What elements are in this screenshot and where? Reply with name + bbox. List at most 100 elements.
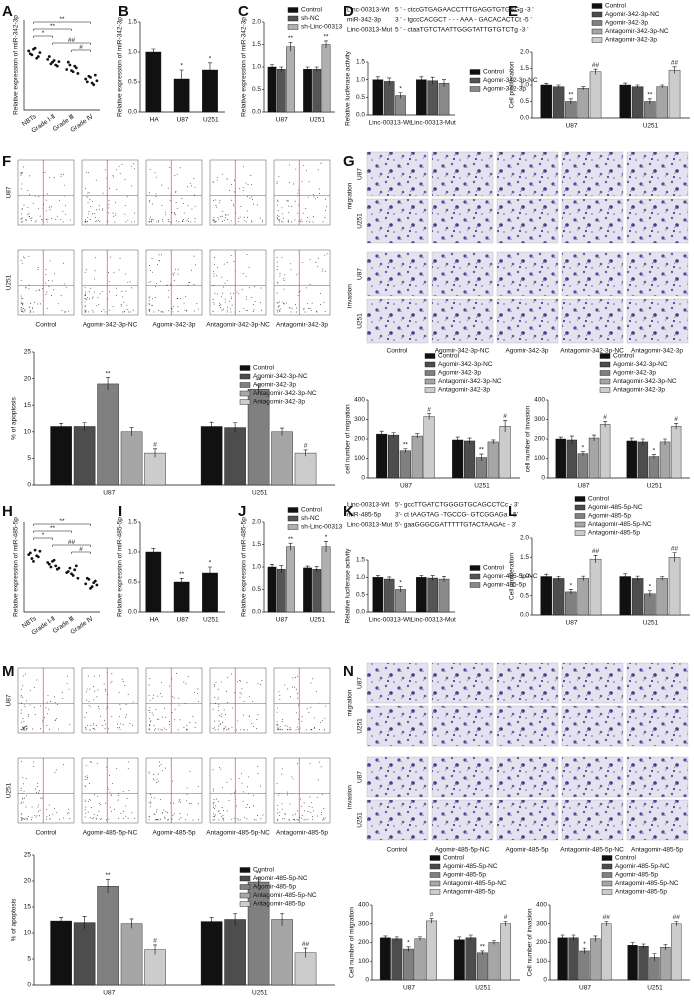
cell-dot [148,309,150,311]
cell-dot [309,221,311,223]
error-bar [467,437,472,444]
cell-dot [33,301,35,303]
cell-dot [117,727,119,729]
y-tick-label: 400 [354,397,365,404]
cell-dot [277,819,279,821]
error-bar [568,98,573,105]
cell-dot [47,695,49,697]
cell-dot [301,720,303,722]
data-point [38,51,42,55]
cell-dot [313,727,315,729]
cell-dot [40,728,42,730]
cell-dot [278,691,280,693]
cell-dot [25,817,27,819]
significance-label: ** [106,370,112,377]
y-tick-label: 300 [354,416,365,423]
bar [416,79,427,116]
error-bar [652,953,657,962]
panel-letter: G [343,153,355,170]
bar [286,546,295,613]
cell-dot [297,675,299,677]
y-tick-label: 300 [536,920,547,927]
cell-dot [283,303,285,305]
y-tick-label: 2.0 [520,535,529,542]
cell-dot [96,795,98,797]
cell-dot [213,799,215,801]
bracket [52,42,91,45]
cell-dot [20,188,22,190]
cell-dot [21,183,23,185]
cell-dot [161,219,163,221]
cell-dot [277,728,279,730]
cell-dot [186,814,188,816]
error-bar [660,576,665,581]
error-bar [324,541,329,553]
cell-dot [101,209,103,211]
x-tick-label: U87 [403,985,415,992]
significance-label: # [674,416,678,423]
quadrant-line [210,758,266,823]
flow-plot [145,159,203,226]
sequence-name: Linc-00313-Wt [347,502,389,509]
cell-dot [230,296,232,298]
bar [97,886,119,986]
cell-dot [222,210,224,212]
cell-dot [221,215,223,217]
panel-letter: M [2,663,15,680]
legend-label: Control [588,496,610,503]
panel-letter: K [343,503,354,520]
cell-dot [186,793,188,795]
cell-dot [39,809,41,811]
cell-dot [173,813,175,815]
cell-dot [281,256,283,258]
cell-dot [253,304,255,305]
cell-dot [167,219,169,221]
cell-dot [244,220,246,222]
cell-dot [276,182,278,184]
cell-dot [149,311,151,313]
cell-dot [279,273,281,274]
cell-dot [58,728,60,730]
cell-dot [279,275,281,277]
cell-dot [218,725,219,727]
significance-label: # [503,413,507,420]
cell-dot [218,810,220,812]
column-label: Antagomir-342-3p [276,322,328,329]
cell-dot [242,800,244,802]
error-bar [441,79,446,87]
y-tick-label: 0 [361,475,365,482]
cell-dot [246,818,248,820]
cell-dot [222,814,224,816]
cell-dot [114,221,116,223]
flow-plot [81,757,139,824]
cell-dot [277,282,279,284]
cell-dot [112,212,114,214]
cell-dot [241,782,243,784]
y-tick-label: 0.0 [252,109,261,116]
cell-dot [291,308,293,310]
cell-dot [86,171,88,173]
row-label: U251 [6,782,13,798]
error-bar [581,575,586,581]
cell-dot [277,812,279,814]
row-label: U251 [6,274,13,290]
flow-plot [273,757,331,824]
x-tick-label: U87 [103,990,115,997]
y-tick-label: 10 [24,429,32,436]
y-tick-label: 0.0 [520,612,529,619]
cell-dot [122,818,124,820]
cell-dot [127,693,129,695]
cell-dot [104,728,106,730]
cell-dot [54,273,56,275]
y-tick-label: 100 [358,958,369,965]
cell-dot [26,818,28,820]
legend-label: Agomir-485-5p-NC [443,863,498,870]
bar [465,937,477,981]
cell-dot [214,814,216,816]
legend-swatch [469,77,481,84]
cell-dot [58,303,59,305]
cell-dot [324,817,326,819]
cell-dot [158,221,159,223]
error-bar [387,77,392,85]
cell-dot [213,275,215,277]
